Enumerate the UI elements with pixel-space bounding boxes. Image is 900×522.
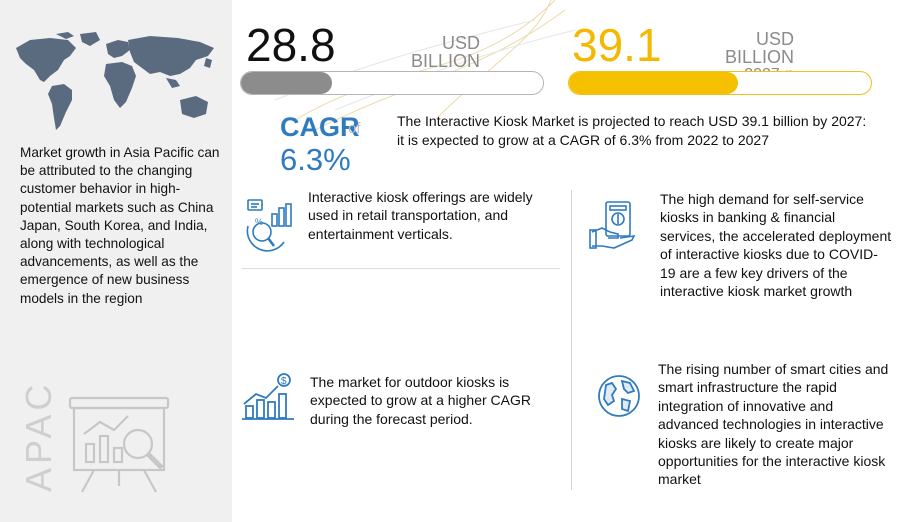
world-map-icon bbox=[16, 32, 214, 130]
progress-fill-2022 bbox=[241, 72, 332, 94]
region-description: Market growth in Asia Pacific can be att… bbox=[20, 145, 220, 306]
progress-bar-2022 bbox=[240, 71, 544, 95]
globe-icon bbox=[598, 375, 640, 417]
unit-label: USD BILLION bbox=[724, 29, 794, 67]
cagr-of-label: of bbox=[348, 120, 361, 137]
point-text-banking: The high demand for self-service kiosks … bbox=[660, 191, 892, 300]
svg-text:%: % bbox=[255, 217, 263, 227]
market-summary: The Interactive Kiosk Market is projecte… bbox=[397, 113, 867, 148]
market-unit-2027: USD BILLION 2027-p bbox=[684, 30, 794, 84]
market-value-2022: 28.8 bbox=[246, 19, 336, 71]
point-text-retail: Interactive kiosk offerings are widely u… bbox=[308, 189, 533, 242]
horizontal-divider bbox=[242, 268, 560, 269]
retail-analytics-icon: % bbox=[246, 199, 292, 252]
cagr-value: 6.3% bbox=[280, 142, 351, 177]
unit-label: USD BILLION bbox=[410, 33, 480, 71]
region-label: APAC bbox=[18, 380, 59, 492]
presentation-chart-magnifier-icon bbox=[68, 396, 170, 493]
hand-cash-icon bbox=[589, 201, 636, 249]
cagr-label: CAGR bbox=[280, 112, 360, 142]
left-panel: Market growth in Asia Pacific can be att… bbox=[0, 0, 232, 522]
progress-fill-2027 bbox=[569, 72, 739, 94]
svg-text:$: $ bbox=[281, 376, 287, 387]
vertical-divider bbox=[571, 190, 572, 490]
point-text-smart-cities: The rising number of smart cities and sm… bbox=[658, 361, 889, 488]
market-value-2027: 39.1 bbox=[572, 19, 662, 71]
dollar-bar-chart-icon: $ bbox=[242, 373, 294, 420]
point-text-outdoor: The market for outdoor kiosks is expecte… bbox=[310, 374, 532, 427]
progress-bar-2027 bbox=[568, 71, 872, 95]
